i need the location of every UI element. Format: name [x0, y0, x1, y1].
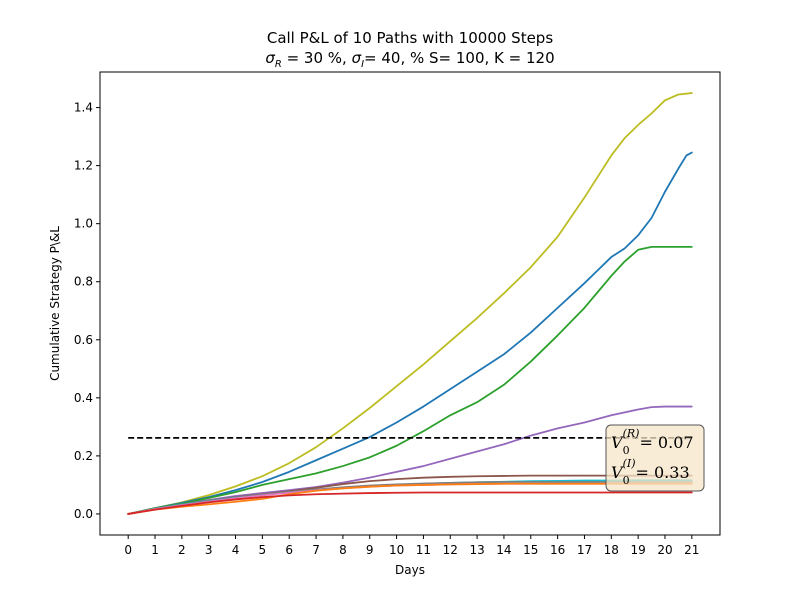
subtitle-sigma-i: σ [352, 49, 362, 67]
series-line-3 [127, 245, 693, 515]
y-axis-label: Cumulative Strategy P\&L [48, 226, 62, 381]
x-tick-label: 6 [285, 543, 293, 557]
chart-title: Call P&L of 10 Paths with 10000 Steps [267, 29, 553, 47]
chart-subtitle: σR = 30 %, σI= 40, % S= 100, K = 120 [265, 49, 554, 70]
y-tick-label: 1.2 [74, 159, 93, 173]
x-tick-label: 1 [151, 543, 159, 557]
x-tick-label: 15 [523, 543, 538, 557]
x-tick-label: 5 [259, 543, 267, 557]
annotation-box: V0(R)= 0.07 V0(I)= 0.33 [605, 424, 705, 492]
series-line-1 [127, 92, 693, 515]
x-tick-label: 20 [657, 543, 672, 557]
x-tick-label: 11 [416, 543, 431, 557]
x-tick-label: 0 [124, 543, 132, 557]
y-tick-label: 0.0 [74, 507, 93, 521]
x-tick-label: 16 [550, 543, 565, 557]
x-tick-label: 9 [366, 543, 374, 557]
subtitle-part-a: = 30 %, [282, 49, 352, 67]
x-tick-label: 2 [178, 543, 186, 557]
y-tick-label: 0.4 [74, 391, 93, 405]
x-tick-label: 21 [684, 543, 699, 557]
x-axis-label: Days [395, 563, 425, 577]
subtitle-sigma-r: σ [265, 49, 275, 67]
subtitle-part-b: = 40, % S= 100, K = 120 [364, 49, 555, 67]
x-tick-label: 10 [389, 543, 404, 557]
y-axis-ticks: 0.0 0.2 0.4 0.6 0.8 1.0 1.2 1.4 [74, 101, 100, 521]
annotation-line-1: V0(R)= 0.07 [611, 427, 694, 457]
y-tick-label: 0.8 [74, 275, 93, 289]
x-tick-label: 8 [339, 543, 347, 557]
y-tick-label: 1.4 [74, 101, 93, 115]
x-tick-label: 14 [496, 543, 511, 557]
annotation-background [605, 424, 705, 492]
y-tick-label: 0.2 [74, 449, 93, 463]
y-tick-label: 0.6 [74, 333, 93, 347]
x-tick-label: 17 [577, 543, 592, 557]
plot-lines [127, 92, 693, 515]
series-line-10 [127, 491, 693, 515]
x-tick-label: 12 [443, 543, 458, 557]
x-tick-label: 7 [312, 543, 320, 557]
series-line-9 [127, 482, 693, 515]
plot-frame [99, 71, 721, 536]
x-tick-label: 3 [205, 543, 213, 557]
subtitle-sub-r: R [275, 59, 282, 70]
x-tick-label: 4 [232, 543, 240, 557]
x-tick-label: 18 [604, 543, 619, 557]
y-tick-label: 1.0 [74, 217, 93, 231]
series-line-4 [127, 405, 693, 515]
series-line-2 [127, 151, 693, 515]
x-tick-label: 19 [630, 543, 645, 557]
x-axis-ticks: 0 1 2 3 4 5 6 7 8 9 10 11 12 13 14 15 16 17 18 19 20 21 [124, 535, 699, 557]
subtitle-sub-i: I [361, 59, 364, 70]
annotation-line-2: V0(I)= 0.33 [611, 457, 690, 487]
x-tick-label: 13 [469, 543, 484, 557]
